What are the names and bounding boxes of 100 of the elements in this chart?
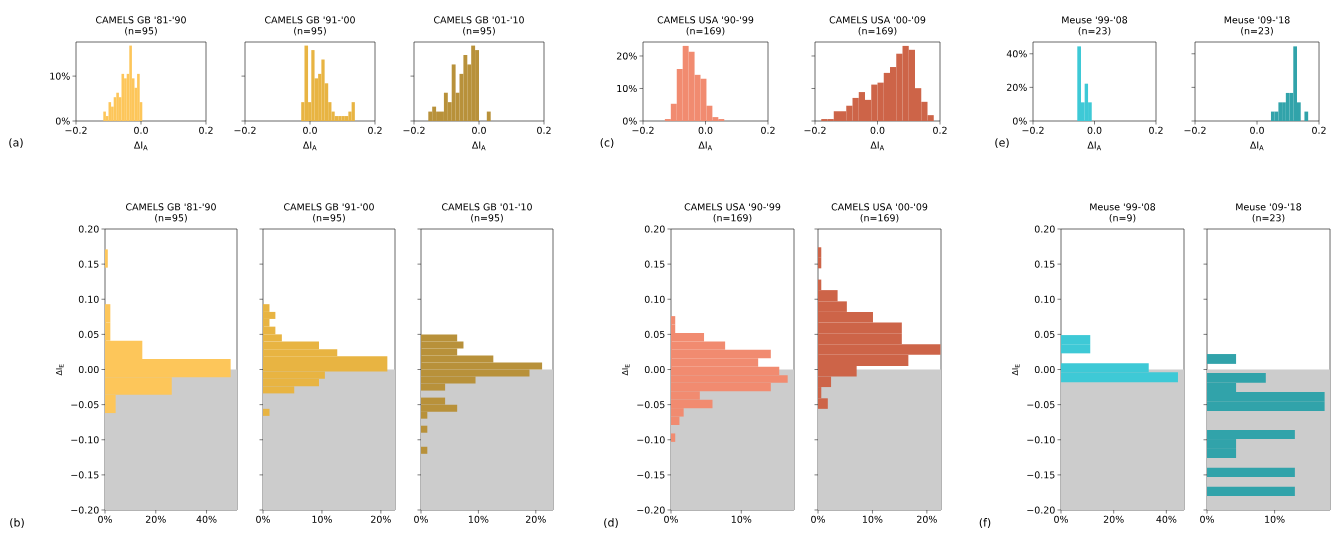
y-tick-label: 20% bbox=[1006, 83, 1027, 91]
chart-subtitle: (n=169) bbox=[858, 27, 897, 36]
y-tick-label: −0.10 bbox=[71, 436, 99, 444]
x-tick-label: 0% bbox=[1200, 515, 1214, 523]
y-tick-label: 0% bbox=[1012, 117, 1027, 125]
text: (a) bbox=[9, 138, 23, 148]
chart-subtitle: (n=23) bbox=[1241, 27, 1273, 36]
y-tick-label: 0.15 bbox=[78, 260, 99, 268]
y-tick-label: −0.10 bbox=[637, 436, 665, 444]
y-tick-label: −0.05 bbox=[1027, 401, 1055, 409]
x-tick-label: 0% bbox=[811, 515, 825, 523]
chart-subtitle: (n=169) bbox=[860, 214, 899, 223]
x-tick-label: 0.2 bbox=[1149, 126, 1163, 134]
chart-title: Meuse '09-'18 bbox=[1224, 16, 1290, 24]
y-tick-label: −0.05 bbox=[71, 401, 99, 409]
chart-subtitle: (n=9) bbox=[1109, 214, 1136, 223]
chart-title: CAMELS GB '91-'00 bbox=[284, 203, 374, 211]
y-tick-label: −0.15 bbox=[71, 471, 99, 479]
x-tick-label: 0.2 bbox=[761, 126, 775, 134]
text: (b) bbox=[10, 518, 24, 528]
chart-subtitle: (n=95) bbox=[125, 27, 157, 36]
chart-title: Meuse '99-'08 bbox=[1090, 203, 1156, 211]
x-tick-label: 0% bbox=[1054, 515, 1068, 523]
chart-title: CAMELS GB '81-'90 bbox=[96, 16, 186, 24]
y-tick-label: 0.00 bbox=[1034, 365, 1055, 374]
chart-title: Meuse '99-'08 bbox=[1062, 16, 1128, 24]
text: (c) bbox=[600, 138, 614, 148]
x-tick-label: −0.2 bbox=[1022, 126, 1044, 134]
x-tick-label: 0% bbox=[664, 515, 678, 523]
y-tick-label: 0.00 bbox=[78, 365, 99, 374]
text: (e) bbox=[995, 138, 1009, 148]
y-tick-label: −0.05 bbox=[637, 401, 665, 409]
chart-subtitle: (n=95) bbox=[313, 214, 345, 223]
y-tick-label: 0.10 bbox=[1034, 295, 1055, 303]
x-axis-title: ΔI$_{A}$ bbox=[471, 141, 486, 151]
y-tick-label: −0.20 bbox=[1027, 506, 1055, 514]
x-tick-label: −0.2 bbox=[234, 126, 256, 134]
y-tick-label: 0.05 bbox=[644, 330, 665, 338]
x-axis-title: ΔI$_{A}$ bbox=[302, 141, 317, 151]
text: (d) bbox=[604, 518, 618, 528]
chart-title: CAMELS GB '01-'10 bbox=[434, 16, 524, 24]
x-axis-title: ΔI$_{A}$ bbox=[1249, 141, 1264, 151]
x-tick-label: 0% bbox=[98, 515, 112, 523]
y-tick-label: −0.20 bbox=[71, 506, 99, 514]
x-tick-label: 20% bbox=[145, 515, 166, 523]
x-tick-label: 0.0 bbox=[1250, 126, 1264, 134]
x-tick-label: 0.2 bbox=[537, 126, 551, 134]
x-axis-title: ΔI$_{A}$ bbox=[698, 141, 713, 151]
chart-title: CAMELS USA '90-'99 bbox=[657, 16, 754, 24]
x-tick-label: 0.2 bbox=[199, 126, 213, 134]
x-axis-title: ΔI$_{A}$ bbox=[133, 141, 148, 151]
chart-subtitle: (n=95) bbox=[471, 214, 503, 223]
y-tick-label: 0.20 bbox=[1034, 225, 1055, 233]
y-tick-label: 0.10 bbox=[644, 295, 665, 303]
chart-subtitle: (n=95) bbox=[155, 214, 187, 223]
x-tick-label: 20% bbox=[1103, 515, 1124, 523]
chart-title: CAMELS USA '90-'99 bbox=[684, 203, 781, 211]
x-tick-label: 10% bbox=[862, 515, 883, 523]
chart-title: CAMELS GB '81-'90 bbox=[126, 203, 216, 211]
y-tick-label: 0.10 bbox=[78, 295, 99, 303]
x-tick-label: 0.0 bbox=[698, 126, 713, 134]
x-tick-label: 20% bbox=[525, 515, 546, 523]
x-tick-label: 0% bbox=[256, 515, 270, 523]
y-tick-label: 10% bbox=[617, 84, 637, 93]
chart-title: CAMELS GB '01-'10 bbox=[442, 203, 532, 211]
x-tick-label: 0.0 bbox=[870, 126, 885, 134]
x-tick-label: 0.2 bbox=[368, 126, 382, 134]
x-tick-label: 10% bbox=[312, 515, 332, 523]
x-tick-label: 20% bbox=[371, 515, 391, 523]
chart-title: Meuse '09-'18 bbox=[1236, 203, 1302, 211]
y-tick-label: 0.00 bbox=[644, 365, 665, 374]
x-axis-title: ΔI$_{A}$ bbox=[870, 141, 885, 151]
chart-subtitle: (n=23) bbox=[1252, 214, 1285, 223]
y-tick-label: 0.15 bbox=[644, 260, 665, 268]
chart-subtitle: (n=95) bbox=[463, 27, 495, 36]
x-tick-label: −0.2 bbox=[403, 126, 425, 134]
x-tick-label: 10% bbox=[1265, 515, 1285, 523]
x-tick-label: 40% bbox=[1156, 515, 1177, 523]
y-tick-label: −0.20 bbox=[637, 506, 665, 514]
y-tick-label: −0.15 bbox=[1027, 471, 1055, 479]
chart-subtitle: (n=169) bbox=[713, 214, 752, 223]
y-tick-label: 0% bbox=[622, 117, 637, 125]
chart-title: CAMELS USA '00-'09 bbox=[829, 16, 926, 24]
chart-title: CAMELS USA '00-'09 bbox=[831, 203, 928, 211]
y-tick-label: −0.15 bbox=[637, 471, 665, 479]
x-tick-label: −0.2 bbox=[65, 126, 87, 134]
x-tick-label: 0.2 bbox=[933, 126, 947, 134]
x-tick-label: 0.0 bbox=[472, 126, 486, 134]
chart-title: CAMELS GB '91-'00 bbox=[265, 16, 355, 24]
chart-subtitle: (n=169) bbox=[686, 27, 725, 36]
x-tick-label: −0.2 bbox=[804, 126, 826, 134]
x-tick-label: 20% bbox=[917, 515, 937, 523]
x-tick-label: −0.2 bbox=[632, 126, 654, 134]
y-tick-label: 0.05 bbox=[78, 330, 99, 338]
y-tick-label: 0.20 bbox=[78, 225, 99, 233]
x-tick-label: 0.0 bbox=[134, 126, 148, 134]
text: (f) bbox=[979, 518, 991, 528]
x-tick-label: 0.0 bbox=[1087, 126, 1102, 134]
chart-subtitle: (n=23) bbox=[1078, 27, 1111, 36]
y-tick-label: 0.20 bbox=[644, 225, 665, 233]
